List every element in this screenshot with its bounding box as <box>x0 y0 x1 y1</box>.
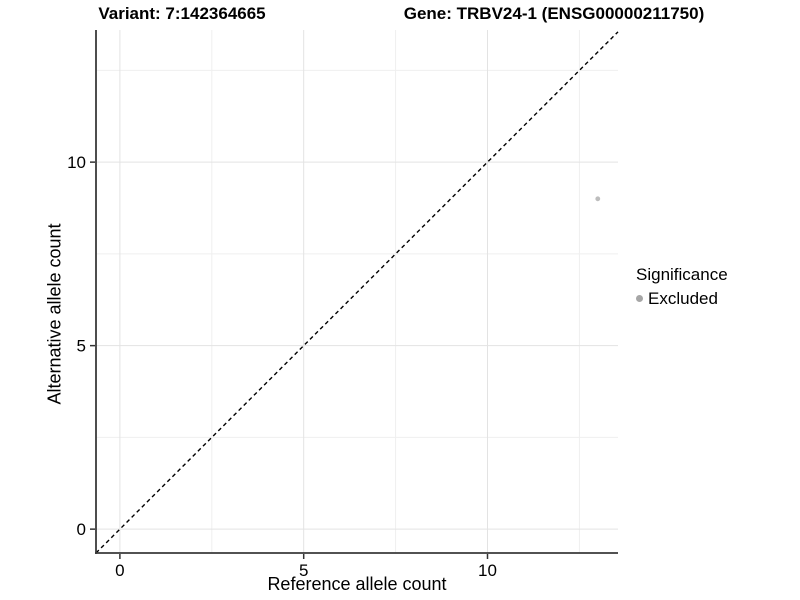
y-axis-title: Alternative allele count <box>44 223 65 405</box>
legend-item-label: Excluded <box>648 289 718 308</box>
identity-dashed-line <box>95 31 619 554</box>
legend-title: Significance <box>636 265 728 284</box>
gene-title: Gene: TRBV24-1 (ENSG00000211750) <box>403 4 705 23</box>
x-tick-label: 5 <box>299 561 308 580</box>
x-tick-label: 10 <box>478 561 497 580</box>
y-tick-label: 0 <box>77 520 86 539</box>
y-tick-label: 10 <box>67 153 86 172</box>
legend-key-dot-icon <box>636 295 643 302</box>
variant-title: Variant: 7:142364665 <box>98 4 266 23</box>
legend-item-excluded: Excluded <box>636 287 728 310</box>
x-tick-label: 0 <box>115 561 124 580</box>
legend: Significance Excluded <box>636 263 728 310</box>
y-tick-label: 5 <box>77 337 86 356</box>
x-axis-title: Reference allele count <box>267 574 447 594</box>
data-point <box>595 196 601 202</box>
